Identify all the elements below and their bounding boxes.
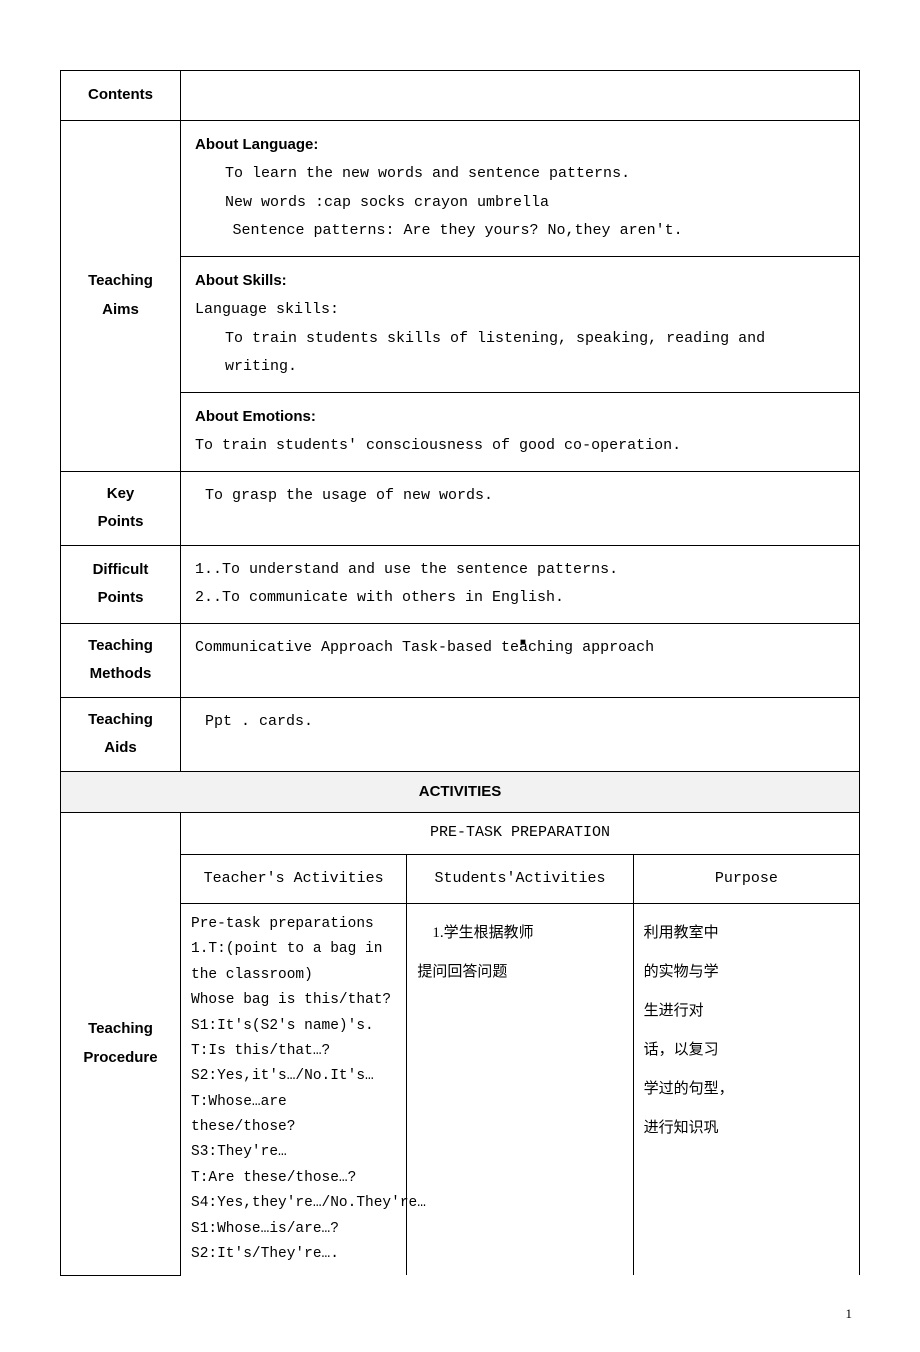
activities-header: ACTIVITIES — [61, 771, 860, 813]
activities-body-row: Pre-task preparations 1.T:(point to a ba… — [61, 904, 860, 1276]
emotions-line1: To train students' consciousness of good… — [195, 437, 681, 454]
key-points-label: KeyPoints — [61, 471, 181, 545]
contents-cell — [181, 71, 860, 121]
skills-line2: To train students skills of listening, s… — [195, 325, 845, 382]
teaching-aims-label: TeachingAims — [61, 120, 181, 471]
sub-headers-row: Teacher's Activities Students'Activities… — [61, 854, 860, 904]
teaching-aids-label: TeachingAids — [61, 697, 181, 771]
difficult-points-row: DifficultPoints 1..To understand and use… — [61, 545, 860, 623]
about-language-head: About Language: — [195, 136, 318, 153]
teaching-methods-row: TeachingMethods Communicative Approach T… — [61, 623, 860, 697]
difficult-points-cell: 1..To understand and use the sentence pa… — [181, 545, 860, 623]
key-points-cell: To grasp the usage of new words. — [181, 471, 860, 545]
aims-language-cell: About Language: To learn the new words a… — [181, 120, 860, 256]
teacher-activities-head: Teacher's Activities — [181, 854, 407, 904]
difficult-points-label: DifficultPoints — [61, 545, 181, 623]
students-activities-head: Students'Activities — [407, 854, 633, 904]
teacher-activities-cell: Pre-task preparations 1.T:(point to a ba… — [181, 904, 407, 1276]
lang-line2: New words :cap socks crayon umbrella — [195, 189, 845, 218]
watermark-dot: ■ — [520, 634, 526, 653]
aims-emotions-row: About Emotions: To train students' consc… — [61, 392, 860, 471]
dp-line2: 2..To communicate with others in English… — [195, 589, 564, 606]
pretask-row: TeachingProcedure PRE-TASK PREPARATION — [61, 813, 860, 855]
contents-label: Contents — [61, 71, 181, 121]
contents-row: Contents — [61, 71, 860, 121]
teaching-methods-label: TeachingMethods — [61, 623, 181, 697]
aims-skills-row: About Skills: Language skills: To train … — [61, 256, 860, 392]
lang-line3: Sentence patterns: Are they yours? No,th… — [195, 217, 845, 246]
purpose-head: Purpose — [633, 854, 859, 904]
aims-emotions-cell: About Emotions: To train students' consc… — [181, 392, 860, 471]
aims-skills-cell: About Skills: Language skills: To train … — [181, 256, 860, 392]
teaching-methods-cell: Communicative Approach Task-based teachi… — [181, 623, 860, 697]
lesson-plan-table: Contents TeachingAims About Language: To… — [60, 70, 860, 1276]
teaching-aids-row: TeachingAids Ppt . cards. — [61, 697, 860, 771]
dp-line1: 1..To understand and use the sentence pa… — [195, 561, 618, 578]
teaching-aids-cell: Ppt . cards. — [181, 697, 860, 771]
page-number: 1 — [60, 1276, 860, 1322]
aims-lang-row: TeachingAims About Language: To learn th… — [61, 120, 860, 256]
about-emotions-head: About Emotions: — [195, 408, 316, 425]
teaching-procedure-label: TeachingProcedure — [61, 813, 181, 1276]
lang-line1: To learn the new words and sentence patt… — [195, 160, 845, 189]
purpose-cell: 利用教室中 的实物与学 生进行对 话，以复习 学过的句型， 进行知识巩 — [633, 904, 859, 1276]
skills-line1: Language skills: — [195, 301, 339, 318]
students-activities-cell: 1.学生根据教师 提问回答问题 — [407, 904, 633, 1276]
key-points-row: KeyPoints To grasp the usage of new word… — [61, 471, 860, 545]
pretask-header: PRE-TASK PREPARATION — [181, 813, 860, 855]
about-skills-head: About Skills: — [195, 272, 287, 289]
activities-header-row: ACTIVITIES — [61, 771, 860, 813]
main-table: Contents TeachingAims About Language: To… — [60, 70, 860, 1276]
